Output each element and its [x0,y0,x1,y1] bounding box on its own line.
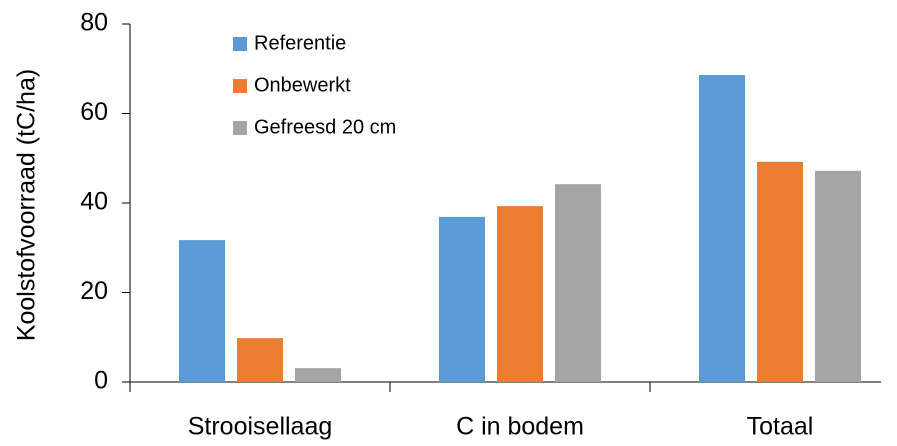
y-axis-label: Koolstofvoorraad (tC/ha) [13,69,41,341]
bar [439,216,485,382]
y-tick-label: 80 [80,9,108,37]
bar [699,75,745,382]
legend-swatch [233,79,247,93]
x-tick-label: Strooisellaag [188,413,333,441]
y-tick-label: 60 [80,98,108,126]
y-tick-label: 0 [94,367,108,395]
y-tick-label: 20 [80,277,108,305]
bar [295,368,341,382]
bar [179,240,225,382]
bar [815,170,861,382]
legend-swatch [233,37,247,51]
bar [555,184,601,382]
legend-label: Gefreesd 20 cm [254,116,396,138]
y-tick-label: 40 [80,188,108,216]
x-tick-label: Totaal [747,413,814,441]
bar [757,161,803,382]
legend-label: Onbewerkt [254,74,351,96]
bar [497,206,543,382]
legend-label: Referentie [254,32,346,54]
x-tick-label: C in bodem [456,413,584,441]
bar [237,338,283,382]
legend-swatch [233,121,247,135]
